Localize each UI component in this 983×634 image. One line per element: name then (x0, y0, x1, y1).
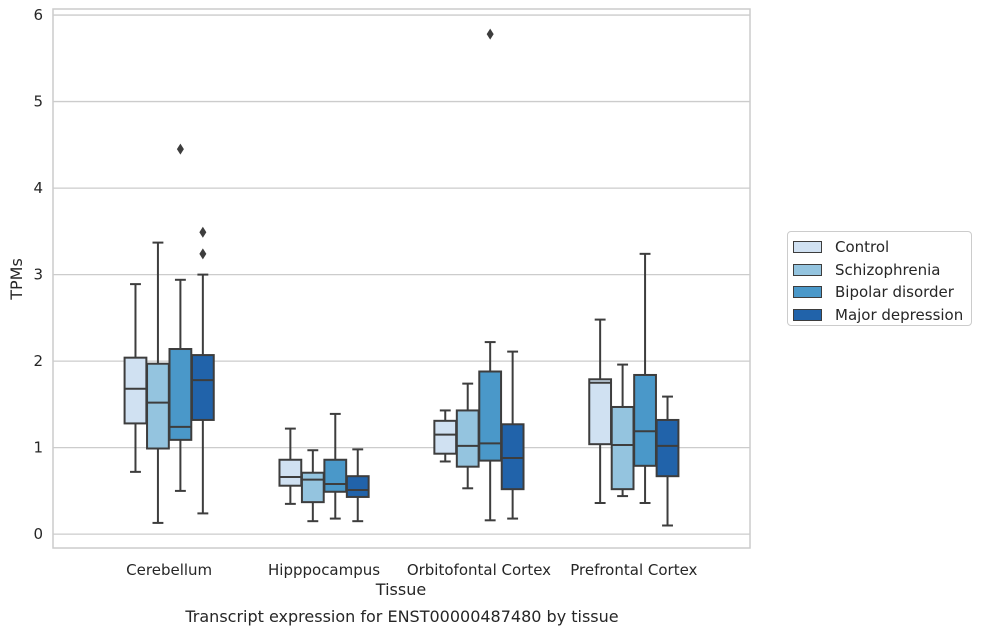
box-3-1 (610, 363, 635, 498)
outlier-point (199, 248, 207, 260)
box-1-0 (278, 427, 303, 505)
box-body (610, 405, 635, 491)
legend-item: Control (793, 236, 971, 259)
y-tick-label: 1 (33, 439, 43, 457)
box-body (433, 419, 458, 455)
box-1-2 (323, 412, 348, 520)
box-body (345, 475, 370, 498)
y-tick-label: 0 (33, 525, 43, 543)
x-tick-label: Orbitofontal Cortex (407, 561, 551, 579)
x-tick-label: Hipppocampus (268, 561, 380, 579)
box-1-3 (345, 448, 370, 523)
y-tick-labels: 0 1 2 3 4 5 6 (33, 6, 43, 543)
x-tick-labels: Cerebellum Hipppocampus Orbitofontal Corte… (126, 561, 697, 579)
box-2-3 (500, 350, 525, 520)
y-tick-label: 2 (33, 352, 43, 370)
legend-swatch (793, 286, 822, 299)
box-body (278, 458, 303, 487)
box-1-1 (300, 449, 325, 523)
box-3-3 (655, 395, 680, 527)
box-body (300, 471, 325, 504)
outlier-point (199, 226, 207, 238)
box-layer (123, 28, 680, 527)
legend-swatch (793, 263, 822, 276)
legend-label: Major depression (835, 305, 964, 324)
plot-area-frame (52, 8, 751, 549)
box-body (633, 373, 657, 467)
box-body (478, 370, 503, 462)
legend: Control Schizophrenia Bipolar disorder Majo… (787, 231, 972, 326)
chart-caption: Transcript expression for ENST0000048748… (184, 607, 618, 626)
box-body (323, 458, 348, 493)
box-body (455, 409, 480, 468)
legend-label: Schizophrenia (835, 260, 941, 279)
outlier-point (176, 143, 184, 155)
box-0-3 (190, 226, 215, 515)
box-body (500, 423, 525, 491)
legend-swatch (793, 241, 822, 254)
box-0-1 (146, 241, 170, 524)
y-axis-title: TPMs (7, 258, 26, 301)
box-0-2 (168, 143, 193, 492)
box-body (146, 362, 170, 450)
legend-item: Bipolar disorder (793, 281, 971, 304)
legend-swatch (793, 308, 822, 321)
y-tick-label: 5 (33, 93, 43, 111)
box-2-2 (478, 28, 503, 522)
box-body (588, 378, 613, 446)
box-0-0 (123, 283, 148, 473)
x-tick-label: Cerebellum (126, 561, 212, 579)
box-2-1 (455, 382, 480, 490)
x-axis-title: Tissue (375, 580, 426, 599)
x-tick-label: Prefrontal Cortex (570, 561, 697, 579)
box-3-0 (588, 318, 613, 505)
box-2-0 (433, 409, 458, 463)
legend-item: Major depression (793, 304, 971, 327)
box-body (190, 354, 215, 421)
box-body (655, 418, 680, 478)
legend-label: Control (835, 238, 890, 257)
y-tick-label: 6 (33, 6, 43, 24)
box-3-2 (633, 252, 657, 505)
outlier-point (486, 28, 494, 40)
box-body (123, 356, 148, 425)
legend-item: Schizophrenia (793, 259, 971, 282)
y-tick-label: 4 (33, 179, 43, 197)
y-tick-label: 3 (33, 266, 43, 284)
legend-label: Bipolar disorder (835, 283, 954, 302)
